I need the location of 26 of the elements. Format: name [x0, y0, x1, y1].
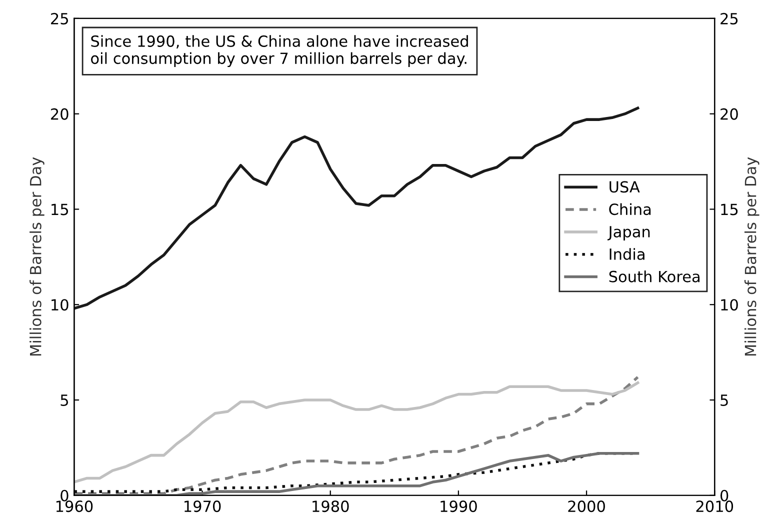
x-tick-label: 1990 — [440, 500, 477, 512]
y-tick-label: 20 — [51, 108, 68, 120]
y-axis-title: Millions of Barrels per Day — [30, 157, 44, 356]
y2-tick-label: 25 — [720, 12, 738, 24]
x-tick-label: 1980 — [312, 500, 349, 512]
x-tick-label: 1960 — [56, 500, 93, 512]
y2-tick-label: 20 — [720, 108, 738, 120]
legend-label: USA — [610, 181, 640, 193]
legend-label: South Korea — [609, 270, 700, 282]
legend-label: China — [609, 203, 651, 216]
y2-axis-title: Millions of Barrels per Day — [744, 157, 760, 356]
x-tick-label: 2000 — [568, 500, 605, 512]
y-tick-label: 10 — [52, 299, 68, 311]
x-tick-label: 2010 — [696, 500, 734, 512]
legend-label: India — [610, 248, 644, 260]
x-tick-label: 1970 — [184, 500, 221, 512]
y-tick-label: 25 — [51, 12, 68, 24]
y-tick-label: 5 — [60, 394, 68, 406]
y2-tick-label: 0 — [720, 490, 728, 502]
legend-label: Japan — [608, 226, 650, 240]
y2-tick-label: 10 — [721, 299, 738, 311]
y2-tick-label: 5 — [720, 394, 728, 406]
y-tick-label: 0 — [60, 490, 68, 502]
annotation: Since 1990, the US & China alone have increased oil consumption by over 7 million barrels per day. — [91, 35, 468, 68]
y-tick-label: 15 — [52, 204, 68, 216]
y2-tick-label: 15 — [721, 204, 738, 216]
